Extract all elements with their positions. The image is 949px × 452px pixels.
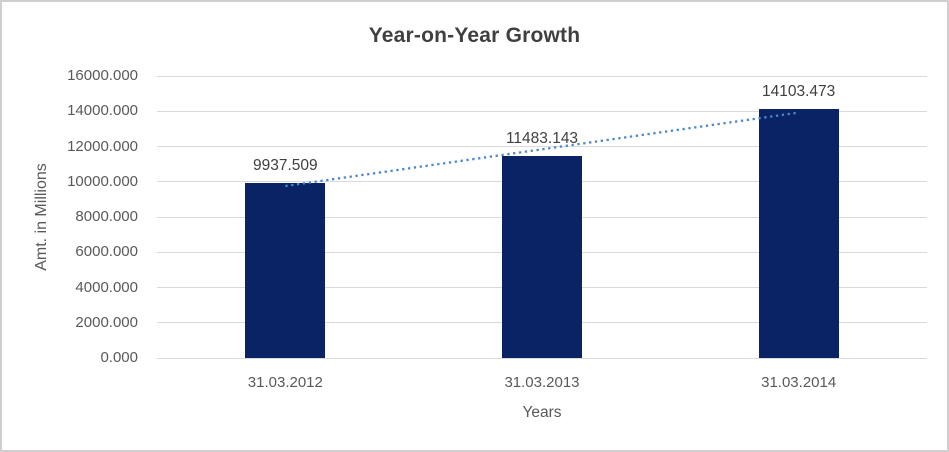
- data-label: 14103.473: [762, 83, 836, 101]
- gridline: [157, 75, 927, 77]
- bar-31.03.2014: [758, 109, 839, 358]
- gridline: [157, 110, 927, 112]
- y-tick-label: 6000.000: [75, 243, 138, 261]
- bar-31.03.2013: [502, 155, 582, 358]
- bar-31.03.2012: [245, 182, 326, 358]
- y-tick-label: 2000.000: [75, 313, 138, 331]
- x-tick-label: 31.03.2013: [504, 374, 580, 391]
- data-label: 11483.143: [505, 129, 579, 147]
- y-tick-label: 4000.000: [75, 278, 138, 296]
- y-tick-label: 16000.000: [67, 67, 138, 84]
- y-tick-label: 10000.000: [67, 172, 138, 190]
- chart-title: Year-on-Year Growth: [368, 24, 581, 47]
- y-tick-label: 12000.000: [67, 137, 138, 155]
- y-tick-label: 14000.000: [67, 102, 138, 120]
- x-tick-label: 31.03.2012: [247, 374, 323, 391]
- x-tick-label: 31.03.2014: [761, 374, 837, 391]
- y-tick-label: 8000.000: [75, 208, 138, 225]
- gridline: [157, 357, 927, 359]
- x-axis-title: Years: [522, 404, 562, 421]
- y-tick-label: 0.000: [100, 349, 138, 366]
- data-label: 9937.509: [253, 156, 318, 174]
